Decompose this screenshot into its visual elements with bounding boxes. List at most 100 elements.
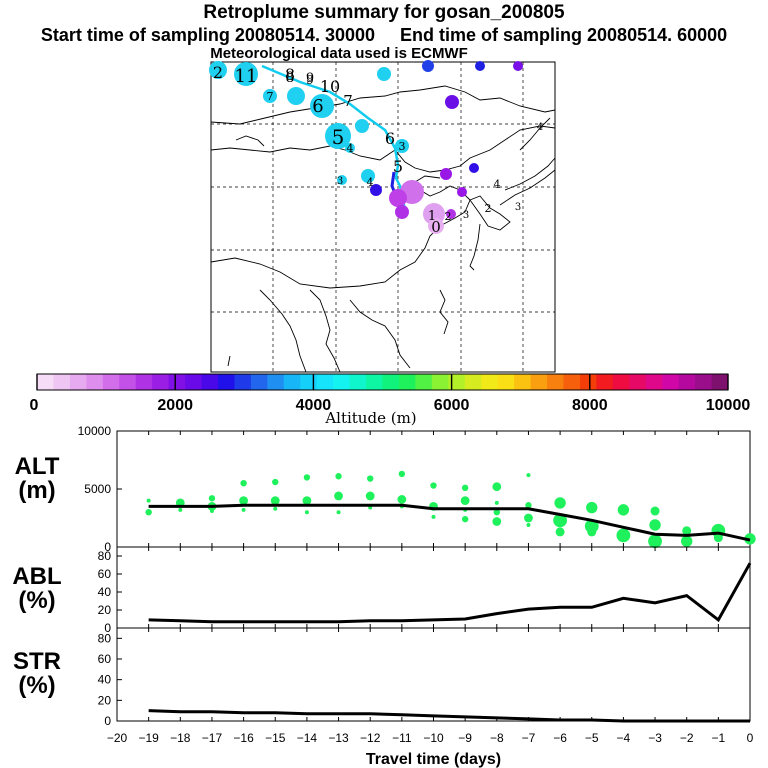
- alt-scatter-point-1: [145, 509, 152, 516]
- alt-scatter-point-46: [617, 504, 630, 516]
- day-label-3: 9: [306, 71, 314, 86]
- xtick-label-17: −3: [648, 731, 662, 745]
- xtick-label-13: −7: [522, 731, 536, 745]
- alt-scatter-point-31: [461, 515, 469, 523]
- colorbar-swatch-21: [382, 374, 400, 390]
- alt-scatter-point-50: [648, 534, 662, 549]
- ytick-label-alt-0: 10000: [78, 424, 112, 438]
- plume-marker-21: [440, 168, 452, 180]
- plume-marker-10: [345, 143, 355, 153]
- plume-marker-1: [234, 62, 258, 86]
- ytick-label-str-3: 20: [98, 693, 112, 707]
- alt-scatter-point-16: [335, 473, 342, 480]
- day-label-21: 6: [385, 129, 395, 148]
- colorbar-swatch-0: [37, 374, 54, 390]
- xtick-label-4: −16: [233, 731, 254, 745]
- plume-marker-12: [422, 60, 434, 72]
- alt-scatter-point-27: [431, 514, 436, 519]
- alt-scatter-point-14: [302, 496, 312, 505]
- alt-scatter-point-9: [241, 507, 246, 512]
- day-label-11: 1: [428, 209, 436, 224]
- colorbar-swatch-20: [366, 374, 383, 390]
- day-label-18: 8: [286, 70, 295, 86]
- ytick-label-abl-0: 80: [98, 549, 112, 563]
- day-label-17: 4: [537, 122, 543, 133]
- day-label-0: 2: [213, 63, 223, 82]
- alt-scatter-point-25: [430, 482, 437, 489]
- xtick-label-0: −20: [107, 731, 128, 745]
- colorbar-swatch-35: [612, 374, 630, 390]
- alt-scatter-point-19: [367, 475, 374, 482]
- plume-marker-19: [428, 218, 444, 234]
- xtick-label-15: −5: [585, 731, 599, 745]
- plume-marker-4: [310, 94, 334, 118]
- day-label-24: 3: [399, 140, 406, 153]
- colorbar-swatch-11: [217, 374, 235, 390]
- day-label-14: 4: [494, 178, 501, 191]
- alt-scatter-point-34: [493, 509, 500, 516]
- plume-marker-0: [209, 61, 227, 79]
- alt-scatter-point-36: [526, 473, 531, 478]
- str-panel-label: STR (%): [2, 650, 72, 698]
- xtick-label-3: −17: [202, 731, 223, 745]
- colorbar-swatch-39: [678, 374, 696, 390]
- alt-scatter-point-40: [554, 497, 566, 509]
- colorbar-swatch-37: [645, 374, 663, 390]
- colorbar-swatch-10: [201, 374, 219, 390]
- colorbar-swatch-3: [86, 374, 104, 390]
- alt-scatter-point-7: [240, 480, 247, 487]
- ytick-label-abl-4: 0: [104, 621, 111, 635]
- coastlines: [210, 85, 556, 373]
- colorbar-swatch-17: [316, 374, 334, 390]
- alt-scatter-point-49: [649, 519, 661, 531]
- series-line-abl: [148, 562, 752, 624]
- plume-marker-22: [457, 187, 467, 197]
- plume-marker-6: [355, 119, 369, 133]
- colorbar-swatch-12: [234, 374, 252, 390]
- colorbar-swatch-36: [629, 374, 647, 390]
- plume-marker-11: [337, 175, 347, 185]
- panel-abl: 80 60 40 20 0: [98, 546, 752, 635]
- alt-scatter-point-22: [398, 470, 406, 478]
- colorbar-swatch-9: [185, 374, 202, 390]
- colorbar-swatch-4: [102, 374, 120, 390]
- plume-marker-25: [513, 61, 523, 71]
- alt-scatter-point-47: [616, 528, 631, 543]
- ytick-label-abl-3: 20: [98, 603, 112, 617]
- day-label-20: 7: [343, 92, 353, 110]
- alt-scatter-point-13: [303, 474, 311, 481]
- colorbar-tick-label-1: 2000: [157, 397, 193, 414]
- alt-scatter-point-6: [209, 509, 214, 514]
- plume-marker-8: [395, 139, 409, 153]
- plume-marker-15: [370, 184, 382, 196]
- alt-scatter-point-29: [460, 496, 470, 505]
- colorbar-swatch-24: [431, 374, 449, 390]
- alt-scatter-point-48: [650, 506, 660, 516]
- alt-scatter-point-23: [397, 495, 407, 504]
- day-label-23: 4: [347, 142, 354, 155]
- map-frame: [210, 61, 556, 373]
- xtick-label-18: −2: [680, 731, 694, 745]
- alt-scatter-point-10: [272, 478, 279, 486]
- xtick-label-8: −12: [360, 731, 381, 745]
- ytick-label-abl-1: 60: [98, 567, 112, 581]
- alt-scatter-point-11: [270, 496, 280, 505]
- plume-marker-13: [475, 61, 485, 71]
- colorbar-swatch-40: [695, 374, 712, 390]
- ytick-label-alt-2: 0: [104, 540, 111, 554]
- colorbar-swatch-2: [69, 374, 87, 390]
- alt-scatter-point-12: [273, 506, 278, 511]
- start-time-label: Start time of sampling 20080514. 30000: [40, 25, 375, 45]
- xtick-label-6: −14: [297, 731, 318, 745]
- ytick-label-abl-2: 40: [98, 585, 112, 599]
- abl-panel-label: ABL (%): [2, 565, 72, 613]
- day-label-2: 8: [285, 65, 295, 84]
- colorbar-title: Altitude (m): [324, 409, 416, 427]
- abl-label-line1: ABL: [12, 563, 62, 590]
- end-time-label: End time of sampling 20080514. 60000: [400, 25, 728, 45]
- day-label-8: 4: [367, 176, 374, 189]
- alt-scatter-point-41: [553, 513, 567, 528]
- colorbar-swatch-15: [283, 374, 301, 390]
